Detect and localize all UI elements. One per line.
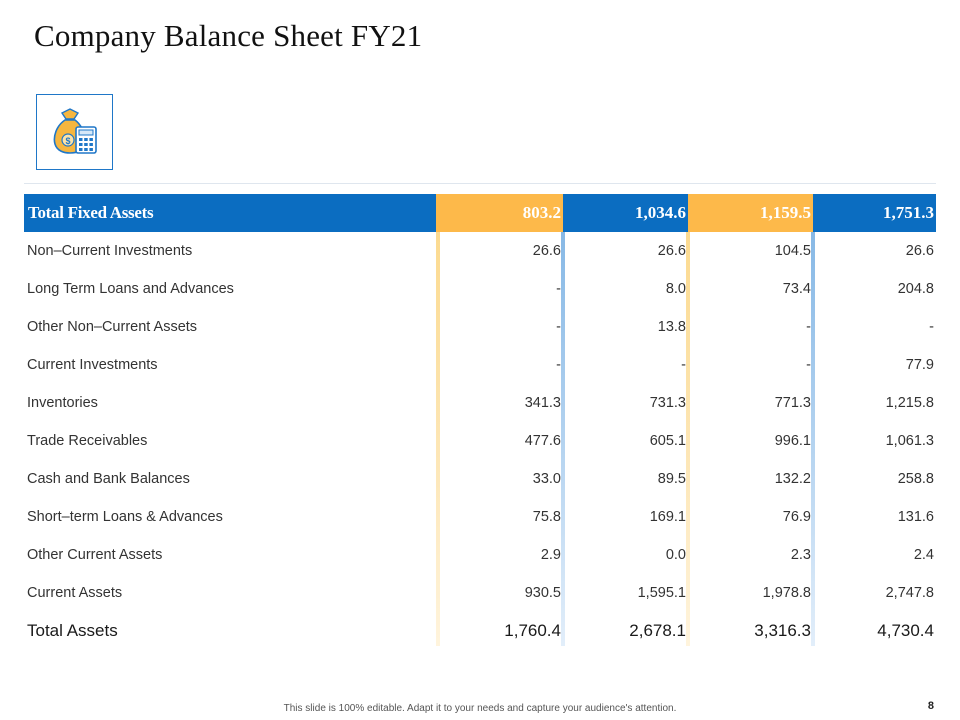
row-value: 75.8 xyxy=(532,509,561,525)
page-title: Company Balance Sheet FY21 xyxy=(34,18,423,53)
table-row: Non–Current Investments 26.6 26.6 104.5 … xyxy=(24,232,936,270)
total-value: 2,678.1 xyxy=(629,621,686,640)
row-value: 996.1 xyxy=(774,433,811,449)
header-value: 803.2 xyxy=(436,194,563,232)
row-value: - xyxy=(556,357,561,373)
row-value: 1,978.8 xyxy=(762,585,811,601)
column-stripe xyxy=(686,194,690,646)
footer-note: This slide is 100% editable. Adapt it to… xyxy=(283,703,677,714)
row-value: 73.4 xyxy=(782,281,811,297)
row-value: 477.6 xyxy=(524,433,561,449)
row-value: 341.3 xyxy=(524,395,561,411)
header-label: Total Fixed Assets xyxy=(28,203,154,222)
table-row: Short–term Loans & Advances 75.8 169.1 7… xyxy=(24,498,936,536)
header-value: 1,034.6 xyxy=(563,194,688,232)
table-row: Current Investments - - - 77.9 xyxy=(24,346,936,384)
row-label: Long Term Loans and Advances xyxy=(27,281,234,297)
total-label: Total Assets xyxy=(27,621,118,640)
row-label: Other Current Assets xyxy=(27,547,163,563)
row-label: Short–term Loans & Advances xyxy=(27,509,223,525)
row-value: 605.1 xyxy=(649,433,686,449)
total-value: 3,316.3 xyxy=(754,621,811,640)
row-label: Other Non–Current Assets xyxy=(27,319,198,335)
svg-text:$: $ xyxy=(65,136,70,146)
row-value: 131.6 xyxy=(897,509,934,525)
row-value: 26.6 xyxy=(657,243,686,259)
row-value: 2.4 xyxy=(913,547,934,563)
row-value: - xyxy=(806,319,811,335)
row-value: 1,215.8 xyxy=(885,395,934,411)
row-label: Current Assets xyxy=(27,585,123,601)
table-header-row: Total Fixed Assets 803.2 1,034.6 1,159.5… xyxy=(24,194,936,232)
table-row: Other Current Assets 2.9 0.0 2.3 2.4 xyxy=(24,536,936,574)
table-row: Other Non–Current Assets - 13.8 - - xyxy=(24,308,936,346)
total-value: 1,760.4 xyxy=(504,621,561,640)
row-value: 2.9 xyxy=(540,547,561,563)
total-row: Total Assets 1,760.4 2,678.1 3,316.3 4,7… xyxy=(24,612,936,650)
row-value: 204.8 xyxy=(897,281,934,297)
row-value: 89.5 xyxy=(657,471,686,487)
money-bag-calculator-icon: $ xyxy=(53,108,97,154)
row-value: 1,595.1 xyxy=(637,585,686,601)
header-value: 1,751.3 xyxy=(813,194,936,232)
row-value: 33.0 xyxy=(532,471,561,487)
column-stripe xyxy=(436,194,440,646)
header-value: 1,159.5 xyxy=(688,194,813,232)
row-value: 731.3 xyxy=(649,395,686,411)
row-value: 13.8 xyxy=(657,319,686,335)
row-label: Cash and Bank Balances xyxy=(27,471,190,487)
balance-sheet-table: Total Fixed Assets 803.2 1,034.6 1,159.5… xyxy=(24,194,936,650)
row-value: 0.0 xyxy=(665,547,686,563)
total-value: 4,730.4 xyxy=(877,621,934,640)
column-stripe xyxy=(561,194,565,646)
row-value: - xyxy=(681,357,686,373)
row-value: 930.5 xyxy=(524,585,561,601)
row-label: Non–Current Investments xyxy=(27,243,193,259)
table-row: Cash and Bank Balances 33.0 89.5 132.2 2… xyxy=(24,460,936,498)
row-value: 2,747.8 xyxy=(885,585,934,601)
row-value: 8.0 xyxy=(665,281,686,297)
icon-frame: $ xyxy=(36,94,113,170)
row-value: 132.2 xyxy=(774,471,811,487)
row-value: 76.9 xyxy=(782,509,811,525)
table-row: Inventories 341.3 731.3 771.3 1,215.8 xyxy=(24,384,936,422)
page-number: 8 xyxy=(927,700,934,712)
row-value: 26.6 xyxy=(905,243,934,259)
row-value: 26.6 xyxy=(532,243,561,259)
row-value: 2.3 xyxy=(790,547,811,563)
row-value: 104.5 xyxy=(774,243,811,259)
row-value: 1,061.3 xyxy=(885,433,934,449)
row-value: 77.9 xyxy=(905,357,934,373)
row-label: Trade Receivables xyxy=(27,433,148,449)
row-value: 169.1 xyxy=(649,509,686,525)
table-row: Current Assets 930.5 1,595.1 1,978.8 2,7… xyxy=(24,574,936,612)
table-row: Trade Receivables 477.6 605.1 996.1 1,06… xyxy=(24,422,936,460)
row-value: 771.3 xyxy=(774,395,811,411)
row-value: - xyxy=(806,357,811,373)
row-value: - xyxy=(556,319,561,335)
row-value: - xyxy=(929,319,934,335)
row-label: Current Investments xyxy=(27,357,158,373)
row-value: - xyxy=(556,281,561,297)
column-stripe xyxy=(811,194,815,646)
row-label: Inventories xyxy=(27,395,98,411)
row-value: 258.8 xyxy=(897,471,934,487)
divider xyxy=(24,183,936,184)
table-row: Long Term Loans and Advances - 8.0 73.4 … xyxy=(24,270,936,308)
